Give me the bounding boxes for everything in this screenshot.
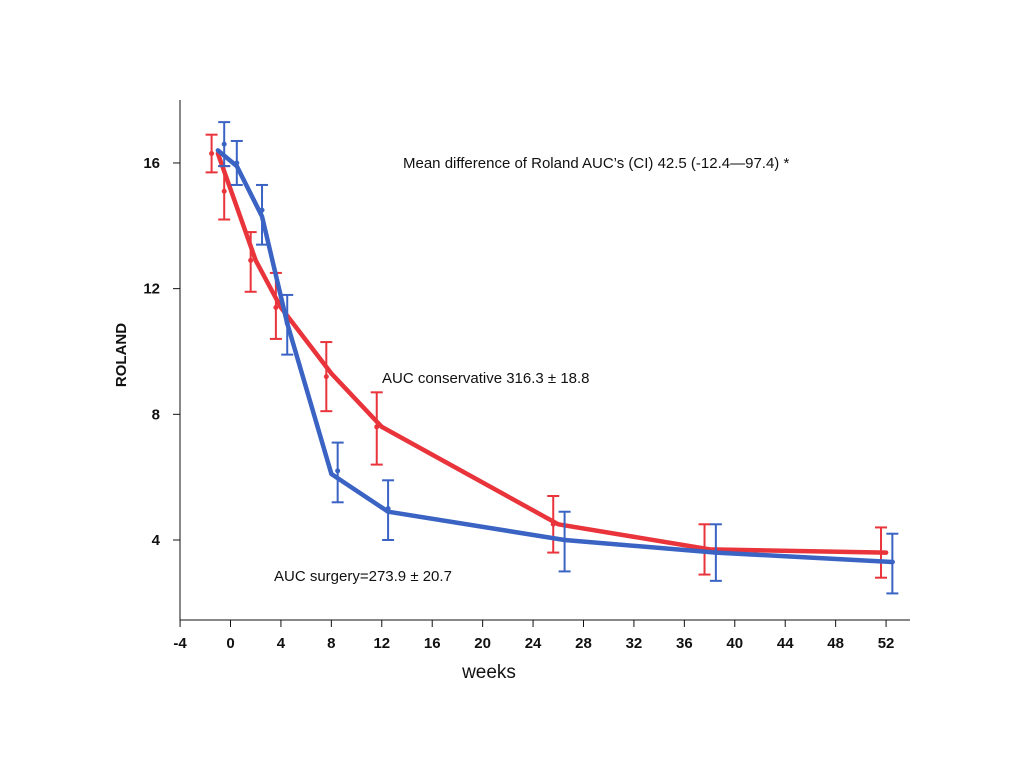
annotation-auc-surgery: AUC surgery=273.9 ± 20.7 xyxy=(274,568,452,585)
data-point xyxy=(221,188,227,194)
x-tick-label: 24 xyxy=(525,635,542,652)
data-point xyxy=(323,374,329,380)
x-tick-label: 4 xyxy=(277,635,286,652)
series-line xyxy=(215,151,889,555)
series-0 xyxy=(205,133,889,579)
data-point xyxy=(248,257,254,263)
x-tick-label: 48 xyxy=(827,635,844,652)
x-tick-label: 20 xyxy=(474,635,491,652)
data-point xyxy=(221,141,227,147)
series-layer xyxy=(205,121,899,595)
x-ticks: -4 0 4 8 12 16 20 24 28 32 36 40 44 48 52 xyxy=(173,620,894,652)
y-axis-title: ROLAND xyxy=(113,323,130,387)
data-point xyxy=(273,304,279,310)
x-tick-label: 0 xyxy=(226,635,234,652)
x-tick-label: 52 xyxy=(878,635,895,652)
y-tick-label: 12 xyxy=(143,281,160,298)
x-tick-label: 8 xyxy=(327,635,335,652)
y-tick-label: 8 xyxy=(152,406,160,423)
x-tick-label: 36 xyxy=(676,635,693,652)
x-axis-title: weeks xyxy=(461,662,516,683)
axes xyxy=(179,100,910,621)
y-tick-label: 4 xyxy=(152,532,161,549)
x-tick-label: 32 xyxy=(626,635,643,652)
data-point xyxy=(209,151,215,157)
x-tick-label: 44 xyxy=(777,635,794,652)
series-line xyxy=(215,148,895,565)
x-tick-label: -4 xyxy=(173,635,187,652)
x-tick-label: 28 xyxy=(575,635,592,652)
annotation-auc-conservative: AUC conservative 316.3 ± 18.8 xyxy=(382,370,590,387)
annotation-mean-difference: Mean difference of Roland AUC’s (CI) 42.… xyxy=(403,155,789,172)
x-tick-label: 16 xyxy=(424,635,441,652)
y-ticks: 4 8 12 16 xyxy=(143,155,180,549)
x-tick-label: 40 xyxy=(726,635,743,652)
y-tick-label: 16 xyxy=(143,155,160,172)
x-tick-label: 12 xyxy=(373,635,390,652)
series-1 xyxy=(215,121,899,595)
data-point xyxy=(335,468,341,474)
